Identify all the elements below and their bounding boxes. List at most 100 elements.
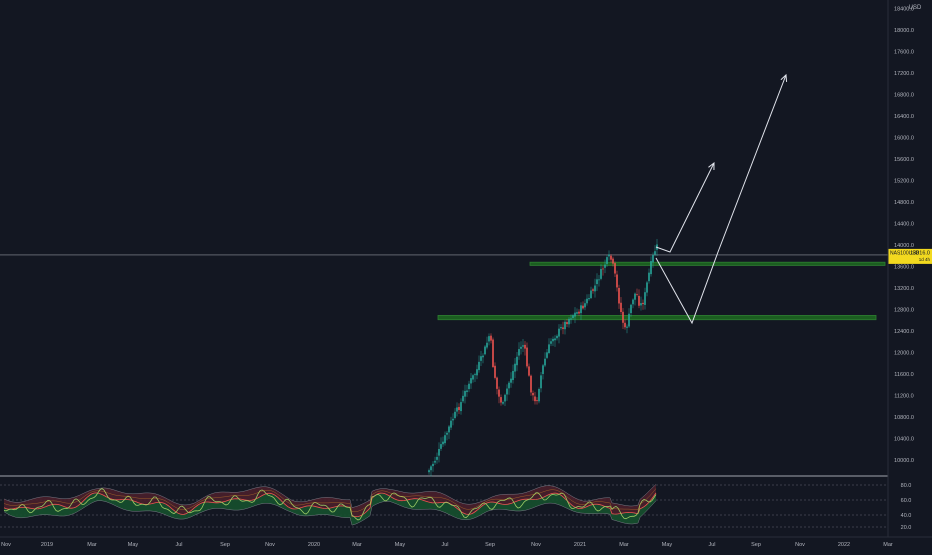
candle[interactable] — [486, 342, 488, 348]
candle[interactable] — [552, 338, 554, 342]
candle[interactable] — [624, 322, 626, 328]
candle[interactable] — [600, 268, 602, 279]
candle[interactable] — [576, 312, 578, 314]
candle[interactable] — [598, 279, 600, 281]
candle[interactable] — [574, 312, 576, 317]
candle[interactable] — [612, 258, 614, 264]
candle[interactable] — [642, 302, 644, 305]
candle[interactable] — [592, 289, 594, 291]
candle[interactable] — [472, 375, 474, 380]
candle[interactable] — [538, 389, 540, 402]
candle[interactable] — [622, 311, 624, 323]
candle[interactable] — [454, 411, 456, 419]
candle[interactable] — [484, 346, 486, 355]
candle[interactable] — [562, 327, 564, 329]
candle[interactable] — [534, 396, 536, 402]
candle[interactable] — [444, 435, 446, 444]
candle[interactable] — [610, 255, 612, 260]
projection-path[interactable] — [655, 162, 715, 253]
candle[interactable] — [522, 345, 524, 347]
projection-path[interactable] — [655, 74, 787, 325]
candle[interactable] — [550, 341, 552, 344]
candle[interactable] — [570, 318, 572, 320]
candle[interactable] — [628, 313, 630, 327]
candle[interactable] — [596, 279, 598, 285]
candle[interactable] — [490, 335, 492, 341]
candle[interactable] — [618, 287, 620, 304]
candle[interactable] — [430, 466, 432, 471]
candle[interactable] — [452, 418, 454, 421]
candle[interactable] — [530, 375, 532, 393]
candle[interactable] — [558, 328, 560, 337]
candle[interactable] — [474, 374, 476, 376]
candle[interactable] — [496, 377, 498, 389]
candle[interactable] — [648, 272, 650, 282]
candle[interactable] — [630, 304, 632, 314]
candle[interactable] — [504, 394, 506, 402]
candle[interactable] — [604, 264, 606, 268]
candle[interactable] — [514, 363, 516, 372]
candle[interactable] — [544, 358, 546, 366]
candle[interactable] — [578, 311, 580, 314]
candle[interactable] — [566, 322, 568, 325]
support-zone[interactable] — [437, 315, 877, 321]
candle[interactable] — [608, 254, 610, 257]
candle[interactable] — [476, 369, 478, 376]
candle[interactable] — [602, 268, 604, 270]
candle[interactable] — [510, 378, 512, 383]
candle[interactable] — [466, 390, 468, 392]
candle[interactable] — [482, 355, 484, 358]
candle[interactable] — [554, 338, 556, 341]
candle[interactable] — [470, 378, 472, 384]
candle[interactable] — [456, 407, 458, 412]
candle[interactable] — [526, 347, 528, 367]
candle[interactable] — [520, 346, 522, 349]
price-axis[interactable]: 18400.0 18000.0 17600.0 17200.0 16800.0 16400… — [887, 0, 914, 537]
candle[interactable] — [546, 352, 548, 358]
candle[interactable] — [532, 392, 534, 396]
candle[interactable] — [498, 389, 500, 397]
candle[interactable] — [614, 263, 616, 274]
candle[interactable] — [528, 366, 530, 376]
candle[interactable] — [652, 254, 654, 263]
candle[interactable] — [428, 470, 430, 473]
candle[interactable] — [638, 295, 640, 306]
candle[interactable] — [502, 402, 504, 404]
candle[interactable] — [548, 344, 550, 354]
candle[interactable] — [478, 361, 480, 371]
candle[interactable] — [468, 383, 470, 390]
candle[interactable] — [506, 388, 508, 395]
candle[interactable] — [516, 356, 518, 366]
candle[interactable] — [588, 298, 590, 300]
candle[interactable] — [640, 303, 642, 306]
candle[interactable] — [462, 395, 464, 402]
candle[interactable] — [460, 402, 462, 412]
candle[interactable] — [590, 290, 592, 299]
candle[interactable] — [442, 441, 444, 445]
candle[interactable] — [488, 336, 490, 342]
time-axis[interactable]: Nov 2019 Mar May Jul Sep Nov 2020 Mar May Jul Sep No… — [0, 536, 932, 548]
candle[interactable] — [448, 426, 450, 433]
candle[interactable] — [480, 356, 482, 361]
candle[interactable] — [432, 463, 434, 467]
candle[interactable] — [632, 299, 634, 305]
candle[interactable] — [524, 344, 526, 349]
candle[interactable] — [568, 318, 570, 325]
candle[interactable] — [584, 303, 586, 308]
candle[interactable] — [540, 375, 542, 389]
support-zone[interactable] — [529, 261, 886, 266]
candle[interactable] — [654, 251, 656, 255]
candle[interactable] — [616, 274, 618, 288]
candle[interactable] — [446, 432, 448, 435]
candle[interactable] — [580, 305, 582, 314]
candle[interactable] — [536, 400, 538, 402]
candle[interactable] — [572, 315, 574, 319]
candle[interactable] — [636, 294, 638, 296]
candle[interactable] — [556, 335, 558, 339]
candle[interactable] — [620, 302, 622, 313]
candle[interactable] — [512, 370, 514, 381]
candle[interactable] — [494, 365, 496, 378]
